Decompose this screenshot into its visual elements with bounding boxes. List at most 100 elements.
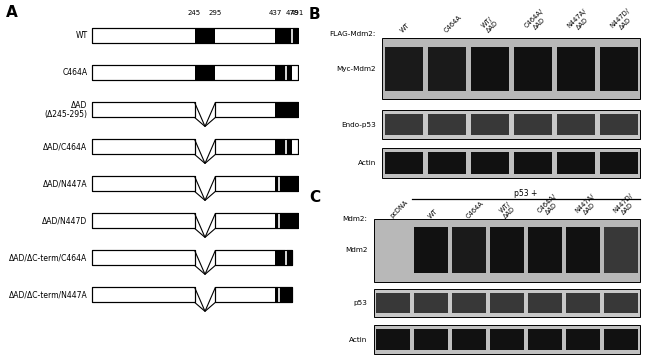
Text: WT: WT bbox=[75, 31, 88, 41]
Text: 479: 479 bbox=[286, 10, 299, 16]
Bar bbox=[92, 28, 298, 43]
Bar bbox=[604, 227, 638, 273]
Bar bbox=[92, 250, 194, 265]
Text: 437: 437 bbox=[268, 10, 281, 16]
Bar bbox=[275, 176, 298, 191]
Text: C464A: C464A bbox=[62, 68, 88, 78]
Text: WT/
ΔAD: WT/ ΔAD bbox=[480, 15, 500, 34]
Bar bbox=[428, 114, 466, 135]
Bar bbox=[215, 250, 292, 265]
Bar bbox=[92, 213, 194, 228]
Text: ΔAD/N447A: ΔAD/N447A bbox=[43, 179, 88, 188]
Bar bbox=[275, 28, 298, 43]
Bar bbox=[376, 293, 410, 313]
Bar bbox=[376, 329, 410, 350]
Bar bbox=[428, 47, 466, 91]
Bar bbox=[215, 139, 298, 154]
Bar bbox=[600, 47, 638, 91]
Bar bbox=[92, 139, 194, 154]
Bar bbox=[215, 213, 298, 228]
Text: ΔAD/C464A: ΔAD/C464A bbox=[44, 142, 88, 151]
Text: ΔAD/ΔC-term/N447A: ΔAD/ΔC-term/N447A bbox=[9, 290, 88, 299]
Bar bbox=[382, 110, 640, 139]
Bar bbox=[471, 152, 509, 174]
Text: C464A: C464A bbox=[465, 200, 484, 219]
Bar bbox=[275, 139, 292, 154]
Text: WT: WT bbox=[427, 208, 439, 219]
Bar bbox=[566, 293, 600, 313]
Bar bbox=[374, 289, 640, 317]
Text: Endo-p53: Endo-p53 bbox=[341, 122, 376, 128]
Bar bbox=[528, 329, 562, 350]
Text: A: A bbox=[6, 5, 18, 20]
Bar bbox=[528, 227, 562, 273]
Text: p53: p53 bbox=[354, 300, 367, 306]
Text: C: C bbox=[309, 190, 320, 205]
Bar bbox=[382, 148, 640, 178]
Bar bbox=[215, 287, 292, 302]
Bar bbox=[514, 152, 552, 174]
Text: 295: 295 bbox=[209, 10, 222, 16]
Bar bbox=[490, 227, 524, 273]
Bar bbox=[600, 152, 638, 174]
Bar bbox=[557, 152, 595, 174]
Bar bbox=[414, 329, 448, 350]
Bar bbox=[414, 227, 448, 273]
Bar bbox=[566, 329, 600, 350]
Bar bbox=[92, 65, 298, 80]
Bar bbox=[604, 293, 638, 313]
Text: Actin: Actin bbox=[349, 336, 367, 342]
Text: 245: 245 bbox=[188, 10, 201, 16]
Bar bbox=[452, 227, 486, 273]
Bar bbox=[215, 250, 292, 265]
Bar bbox=[490, 329, 524, 350]
Bar bbox=[452, 293, 486, 313]
Bar bbox=[215, 176, 298, 191]
Bar bbox=[385, 47, 422, 91]
Bar bbox=[374, 325, 640, 354]
Bar bbox=[557, 114, 595, 135]
Bar bbox=[414, 293, 448, 313]
Bar bbox=[490, 293, 524, 313]
Bar bbox=[275, 65, 292, 80]
Bar bbox=[92, 28, 298, 43]
Bar bbox=[215, 176, 298, 191]
Bar bbox=[600, 114, 638, 135]
Bar bbox=[275, 102, 298, 117]
Text: p53 +: p53 + bbox=[514, 189, 538, 198]
Bar bbox=[215, 213, 298, 228]
Text: ΔAD
(Δ245-295): ΔAD (Δ245-295) bbox=[45, 101, 88, 119]
Bar bbox=[428, 152, 466, 174]
Text: B: B bbox=[309, 7, 320, 22]
Bar bbox=[92, 287, 194, 302]
Bar bbox=[514, 47, 552, 91]
Bar bbox=[382, 38, 640, 99]
Bar bbox=[92, 139, 194, 154]
Bar bbox=[194, 65, 215, 80]
Text: N447D/
ΔAD: N447D/ ΔAD bbox=[610, 7, 636, 34]
Bar bbox=[604, 329, 638, 350]
Bar bbox=[92, 287, 194, 302]
Bar bbox=[92, 176, 194, 191]
Text: C464A: C464A bbox=[443, 14, 462, 34]
Bar bbox=[275, 250, 292, 265]
Bar bbox=[215, 287, 292, 302]
Text: ΔAD/ΔC-term/C464A: ΔAD/ΔC-term/C464A bbox=[9, 253, 88, 262]
Text: N447A/
ΔAD: N447A/ ΔAD bbox=[574, 193, 601, 219]
Bar bbox=[566, 227, 600, 273]
Text: 491: 491 bbox=[291, 10, 304, 16]
Bar bbox=[215, 139, 298, 154]
Bar bbox=[452, 329, 486, 350]
Text: Actin: Actin bbox=[358, 160, 376, 166]
Text: ΔAD/N447D: ΔAD/N447D bbox=[42, 216, 88, 225]
Bar bbox=[215, 102, 298, 117]
Bar bbox=[471, 47, 509, 91]
Bar bbox=[275, 213, 298, 228]
Bar bbox=[385, 152, 422, 174]
Bar bbox=[514, 114, 552, 135]
Bar bbox=[194, 28, 215, 43]
Bar bbox=[92, 65, 298, 80]
Text: C464A/
ΔAD: C464A/ ΔAD bbox=[536, 193, 562, 219]
Bar bbox=[471, 114, 509, 135]
Text: WT/
ΔAD: WT/ ΔAD bbox=[498, 200, 517, 219]
